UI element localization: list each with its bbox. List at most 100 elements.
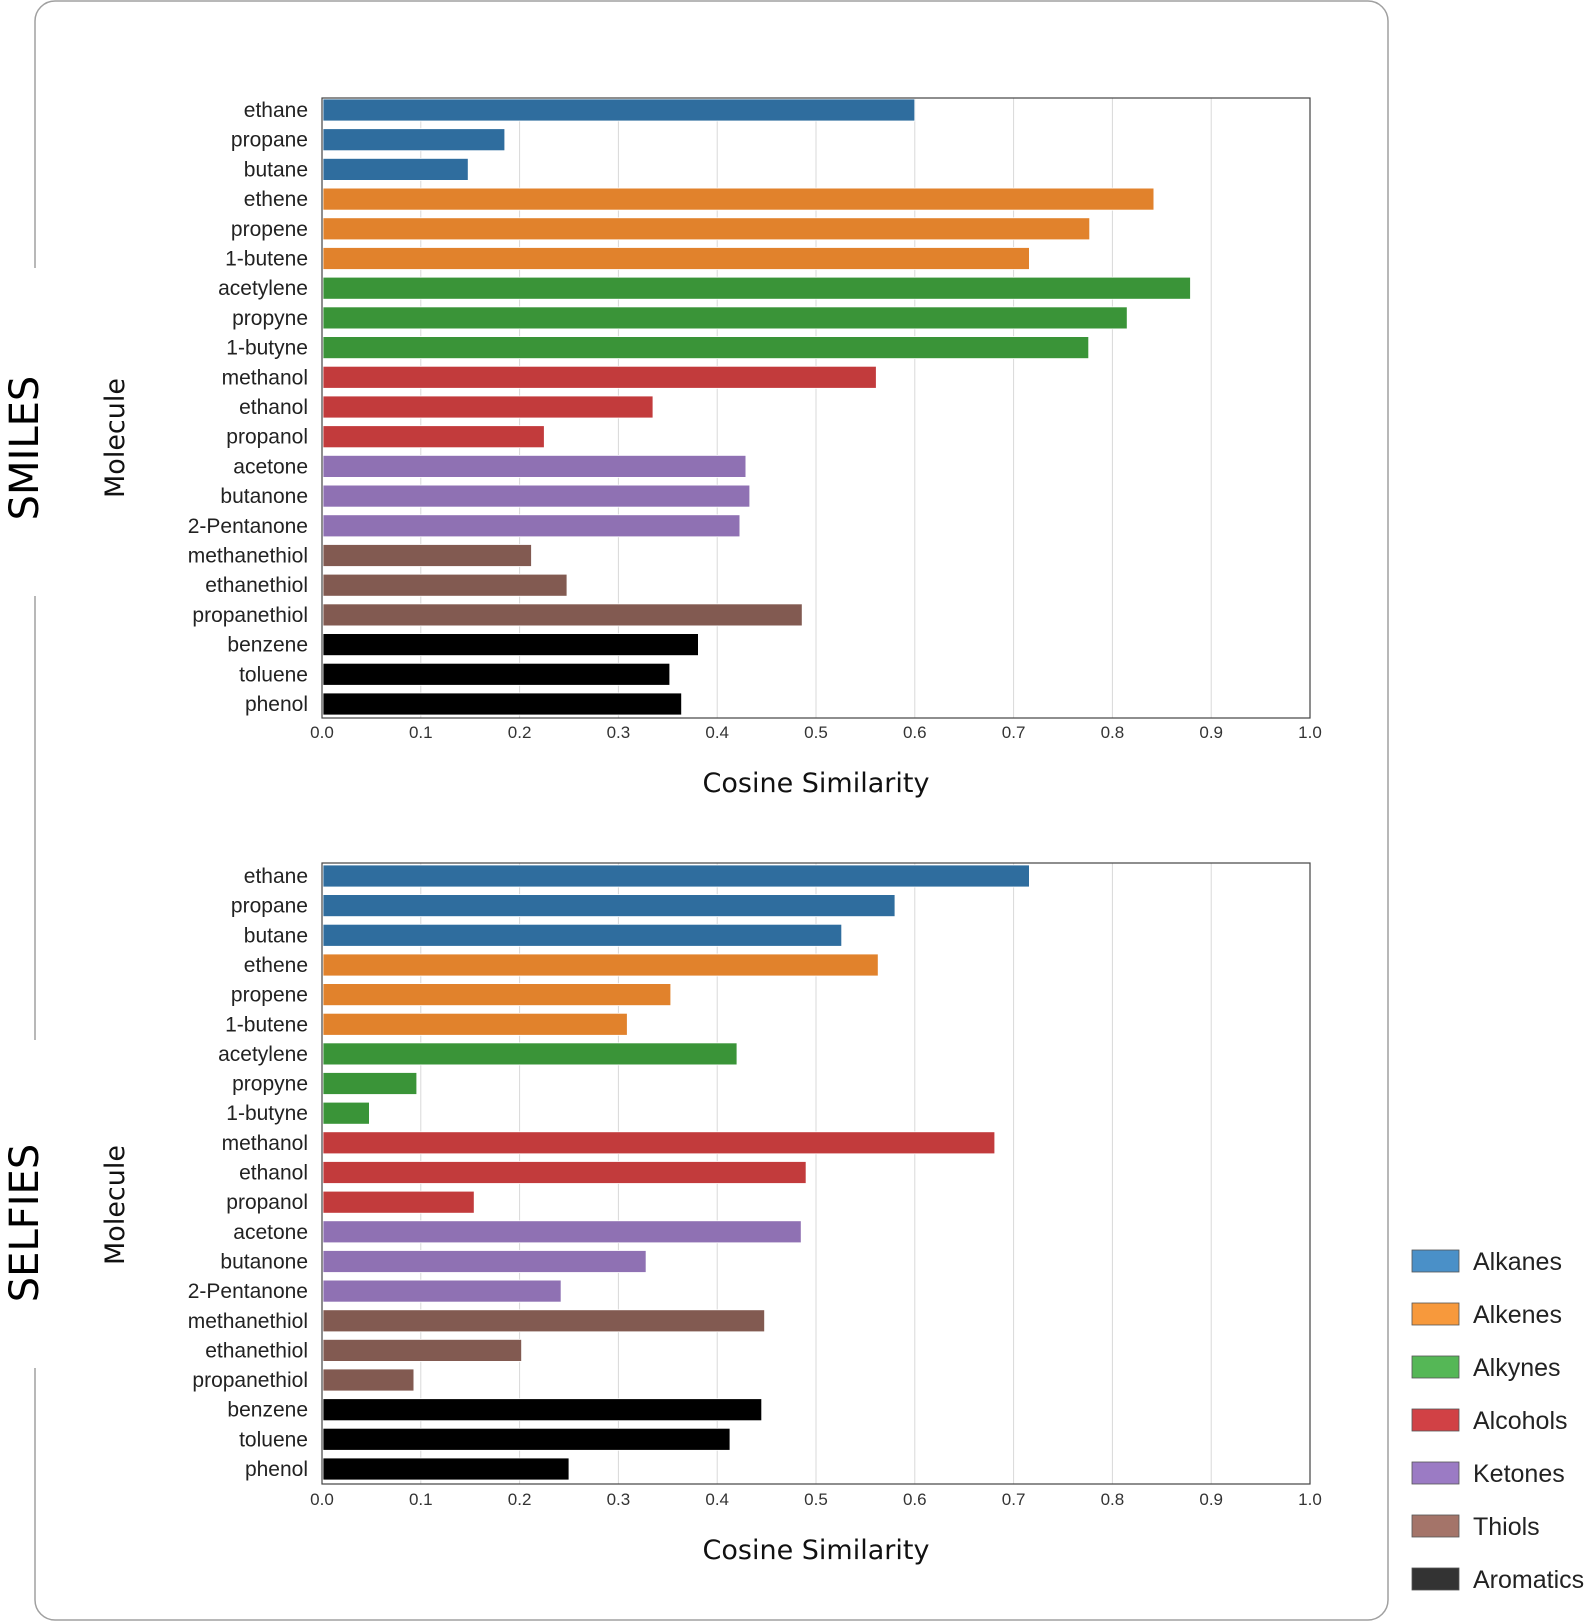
category-label: butanone (220, 485, 308, 508)
legend: Alkanes Alkenes Alkynes Alcohols Ketones Thio… (1411, 1248, 1584, 1594)
bar-propene (322, 217, 1091, 241)
bar-benzene (322, 633, 699, 656)
panel-title: SMILES (2, 376, 48, 521)
category-label: ethene (244, 188, 308, 211)
category-label: ethanethiol (205, 1339, 308, 1362)
bar-butane (322, 923, 843, 947)
bar-ethene (322, 187, 1155, 211)
frame-gap-top (28, 268, 44, 596)
bar-ethanethiol (322, 573, 568, 597)
plot-frame (321, 862, 1311, 1485)
x-tick-label: 0.2 (508, 1490, 532, 1509)
x-tick-label: 1.0 (1298, 723, 1322, 742)
category-label: propyne (232, 307, 308, 330)
category-label: ethanol (239, 1162, 308, 1185)
smiles-chart-panel: ethane propane butane ethene propene 1-butene… (2, 97, 1322, 799)
x-tick-label: 0.8 (1101, 723, 1125, 742)
category-label: ethane (244, 99, 308, 122)
bar-toluene (322, 662, 671, 686)
category-label: phenol (245, 693, 308, 716)
x-tick-label: 0.9 (1199, 1490, 1223, 1509)
bar-butane (322, 157, 469, 181)
category-label: propyne (232, 1073, 308, 1096)
legend-label: Alkenes (1473, 1301, 1562, 1329)
x-tick-label: 0.5 (804, 1490, 828, 1509)
y-axis-title: Molecule (100, 378, 131, 498)
category-label: methanethiol (188, 1310, 308, 1333)
bar-propanethiol (322, 1368, 415, 1392)
bar-phenol (322, 692, 683, 716)
outer-frame (34, 0, 1389, 1621)
category-label: 1-butene (225, 248, 308, 271)
plot-frame (321, 97, 1311, 719)
category-label: ethanol (239, 396, 308, 419)
legend-swatch-alkynes (1411, 1355, 1460, 1379)
bar-butanone (322, 484, 751, 508)
category-label: 2-Pentanone (188, 515, 308, 538)
category-label: 1-butyne (226, 337, 308, 360)
bar-propanol (322, 425, 545, 449)
category-label: propene (231, 218, 308, 241)
legend-label: Aromatics (1473, 1566, 1584, 1594)
category-label: acetylene (218, 1043, 308, 1066)
bar-phenol (322, 1457, 570, 1481)
y-axis-title: Molecule (100, 1145, 131, 1265)
category-label: 1-butyne (226, 1102, 308, 1125)
legend-label: Alkynes (1473, 1354, 1561, 1382)
bar-1-butene (322, 247, 1030, 270)
legend-swatch-alkanes (1411, 1249, 1460, 1273)
category-label: methanethiol (188, 545, 308, 568)
bar-ethanethiol (322, 1339, 523, 1362)
bar-propanethiol (322, 603, 803, 627)
bar-propane (322, 894, 896, 917)
bar-1-butene (322, 1012, 628, 1036)
x-tick-label: 0.7 (1002, 723, 1026, 742)
legend-swatch-alcohols (1411, 1408, 1460, 1432)
category-label: propanol (226, 426, 308, 449)
category-label: benzene (227, 634, 308, 657)
legend-label: Ketones (1473, 1460, 1565, 1488)
category-label: phenol (245, 1458, 308, 1481)
legend-swatch-aromatics (1411, 1567, 1460, 1591)
category-label: methanol (222, 1132, 308, 1155)
x-tick-label: 0.6 (903, 1490, 927, 1509)
bar-propyne (322, 306, 1128, 330)
bar-benzene (322, 1398, 763, 1422)
bar-acetone (322, 454, 747, 478)
x-tick-label: 0.0 (310, 1490, 334, 1509)
bar-acetylene (322, 276, 1191, 300)
category-label: 2-Pentanone (188, 1280, 308, 1303)
legend-swatch-alkenes (1411, 1302, 1460, 1326)
x-tick-label: 0.0 (310, 723, 334, 742)
bar-ethane (322, 98, 916, 122)
bar-ethanol (322, 1161, 807, 1184)
panel-title: SELFIES (2, 1144, 48, 1302)
bar-ethane (322, 864, 1030, 888)
category-label: 1-butene (225, 1013, 308, 1036)
category-label: benzene (227, 1399, 308, 1422)
legend-swatch-thiols (1411, 1514, 1460, 1538)
x-tick-label: 1.0 (1298, 1490, 1322, 1509)
x-tick-label: 0.5 (804, 723, 828, 742)
bar-ethanol (322, 395, 654, 419)
bar-1-butyne (322, 336, 1090, 360)
legend-label: Thiols (1473, 1513, 1540, 1541)
category-label: toluene (239, 1428, 308, 1451)
category-label: propanol (226, 1191, 308, 1214)
bar-propene (322, 983, 672, 1006)
category-label: propene (231, 984, 308, 1007)
category-label: propane (231, 129, 308, 152)
selfies-chart-panel: ethane propane butane ethene propene 1-butene… (2, 862, 1322, 1566)
legend-swatch-ketones (1411, 1461, 1460, 1485)
bar-2-pentanone (322, 1279, 562, 1303)
category-label: acetone (233, 1221, 308, 1244)
category-label: propanethiol (192, 604, 308, 627)
category-label: methanol (222, 366, 308, 389)
bar-methanethiol (322, 544, 532, 567)
x-axis-title: Cosine Similarity (703, 768, 930, 799)
bar-toluene (322, 1427, 731, 1451)
x-tick-label: 0.6 (903, 723, 927, 742)
x-tick-label: 0.2 (508, 723, 532, 742)
x-tick-label: 0.8 (1101, 1490, 1125, 1509)
